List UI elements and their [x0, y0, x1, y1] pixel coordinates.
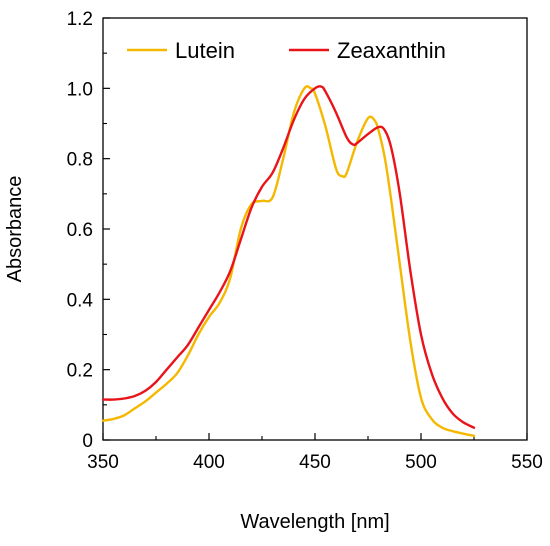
- y-axis-title: Absorbance: [4, 176, 26, 283]
- x-axis-title: Wavelength [nm]: [240, 511, 389, 533]
- series-line-lutein: [101, 85, 476, 437]
- y-tick-label: 0.2: [67, 361, 93, 382]
- series-layer: [101, 85, 476, 437]
- plot-area-frame: [102, 17, 528, 441]
- ticks-layer: 350 400 450 500 550 0 0.2 0.4 0.6 0.8 1.0 1.2: [67, 9, 543, 473]
- legend-label-zeaxanthin: Zeaxanthin: [337, 38, 446, 63]
- x-tick-label: 450: [299, 452, 331, 473]
- y-tick-label: 0.4: [67, 290, 94, 311]
- y-tick-label: 0.6: [67, 220, 93, 241]
- legend-label-lutein: Lutein: [175, 38, 235, 63]
- x-tick-label: 550: [511, 452, 543, 473]
- y-tick-label: 0: [82, 431, 93, 452]
- y-tick-label: 0.8: [67, 150, 93, 171]
- y-tick-label: 1.0: [67, 79, 93, 100]
- x-tick-label: 350: [87, 452, 119, 473]
- series-line-zeaxanthin: [101, 85, 476, 429]
- y-tick-label: 1.2: [67, 9, 93, 30]
- legend: Lutein Zeaxanthin: [127, 38, 446, 63]
- x-tick-label: 500: [405, 452, 437, 473]
- x-tick-label: 400: [193, 452, 225, 473]
